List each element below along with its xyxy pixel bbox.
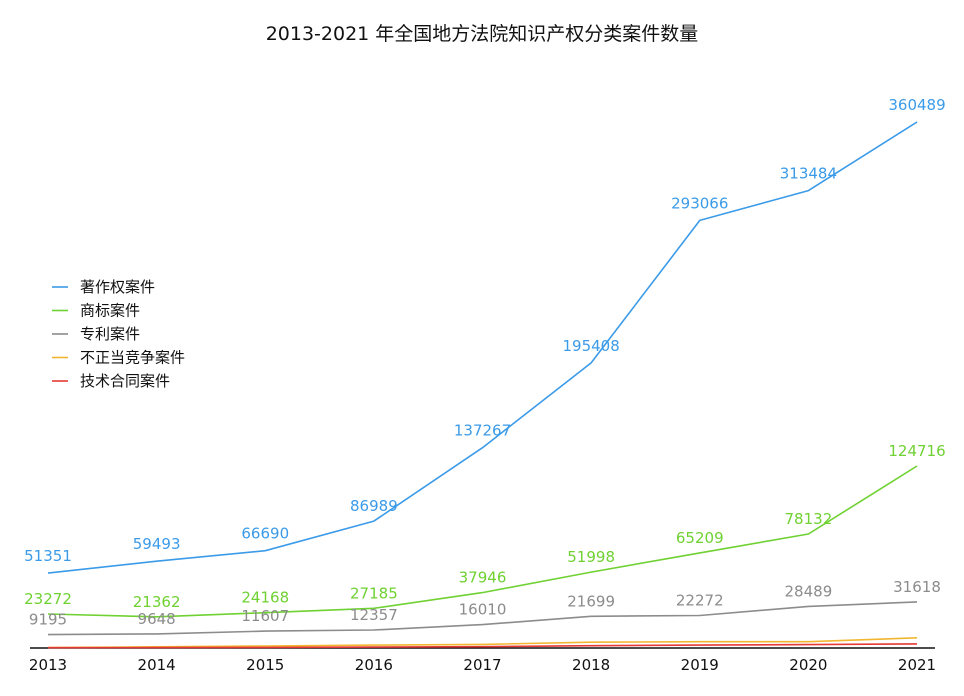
data-label: 21699 bbox=[567, 592, 615, 610]
chart-title: 2013-2021 年全国地方法院知识产权分类案件数量 bbox=[266, 23, 699, 45]
x-tick-label: 2021 bbox=[898, 656, 936, 674]
data-label: 12357 bbox=[350, 606, 398, 624]
series-line-0 bbox=[47, 121, 918, 574]
legend-item-label: 不正当竞争案件 bbox=[80, 349, 185, 367]
x-tick-label: 2016 bbox=[355, 656, 393, 674]
data-label: 86989 bbox=[350, 497, 398, 515]
data-label: 51351 bbox=[24, 547, 72, 565]
series-line-1 bbox=[47, 465, 918, 618]
x-tick-label: 2017 bbox=[463, 656, 501, 674]
data-label: 65209 bbox=[676, 529, 724, 547]
data-label: 59493 bbox=[133, 535, 181, 553]
data-label: 11607 bbox=[241, 607, 289, 625]
x-axis: 2013 2014 2015 2016 2017 2018 2019 2020 2021 bbox=[29, 647, 936, 674]
x-tick-label: 2020 bbox=[789, 656, 827, 674]
data-label: 51998 bbox=[567, 548, 615, 566]
legend-item-label: 专利案件 bbox=[80, 325, 140, 343]
data-labels: 51351 59493 66690 86989 137267 195408 293066 31… bbox=[24, 96, 945, 629]
data-label: 21362 bbox=[133, 593, 181, 611]
legend-item-label: 商标案件 bbox=[80, 302, 140, 320]
data-label: 124716 bbox=[888, 442, 945, 460]
data-label: 137267 bbox=[454, 422, 511, 440]
data-label: 66690 bbox=[241, 525, 289, 543]
data-label: 293066 bbox=[671, 194, 728, 212]
data-label: 313484 bbox=[780, 165, 837, 183]
data-label: 9195 bbox=[29, 611, 67, 629]
data-label: 78132 bbox=[785, 510, 833, 528]
data-label: 16010 bbox=[459, 601, 507, 619]
data-label: 31618 bbox=[893, 578, 941, 596]
legend-item-label: 著作权案件 bbox=[80, 278, 155, 296]
data-label: 195408 bbox=[562, 337, 619, 355]
x-tick-label: 2013 bbox=[29, 656, 67, 674]
series-line-3 bbox=[47, 637, 918, 649]
data-label: 28489 bbox=[785, 582, 833, 600]
x-tick-label: 2015 bbox=[246, 656, 284, 674]
legend-item-label: 技术合同案件 bbox=[80, 372, 170, 390]
series-layer bbox=[47, 121, 918, 649]
series-line-4 bbox=[47, 643, 918, 649]
x-tick-label: 2019 bbox=[681, 656, 719, 674]
data-label: 24168 bbox=[241, 589, 289, 607]
data-label: 37946 bbox=[459, 569, 507, 587]
x-tick-label: 2014 bbox=[138, 656, 176, 674]
data-label: 22272 bbox=[676, 592, 724, 610]
data-label: 9648 bbox=[138, 610, 176, 628]
data-label: 23272 bbox=[24, 590, 72, 608]
data-label: 27185 bbox=[350, 584, 398, 602]
data-label: 360489 bbox=[888, 96, 945, 114]
series-line-2 bbox=[47, 601, 918, 636]
x-tick-label: 2018 bbox=[572, 656, 610, 674]
